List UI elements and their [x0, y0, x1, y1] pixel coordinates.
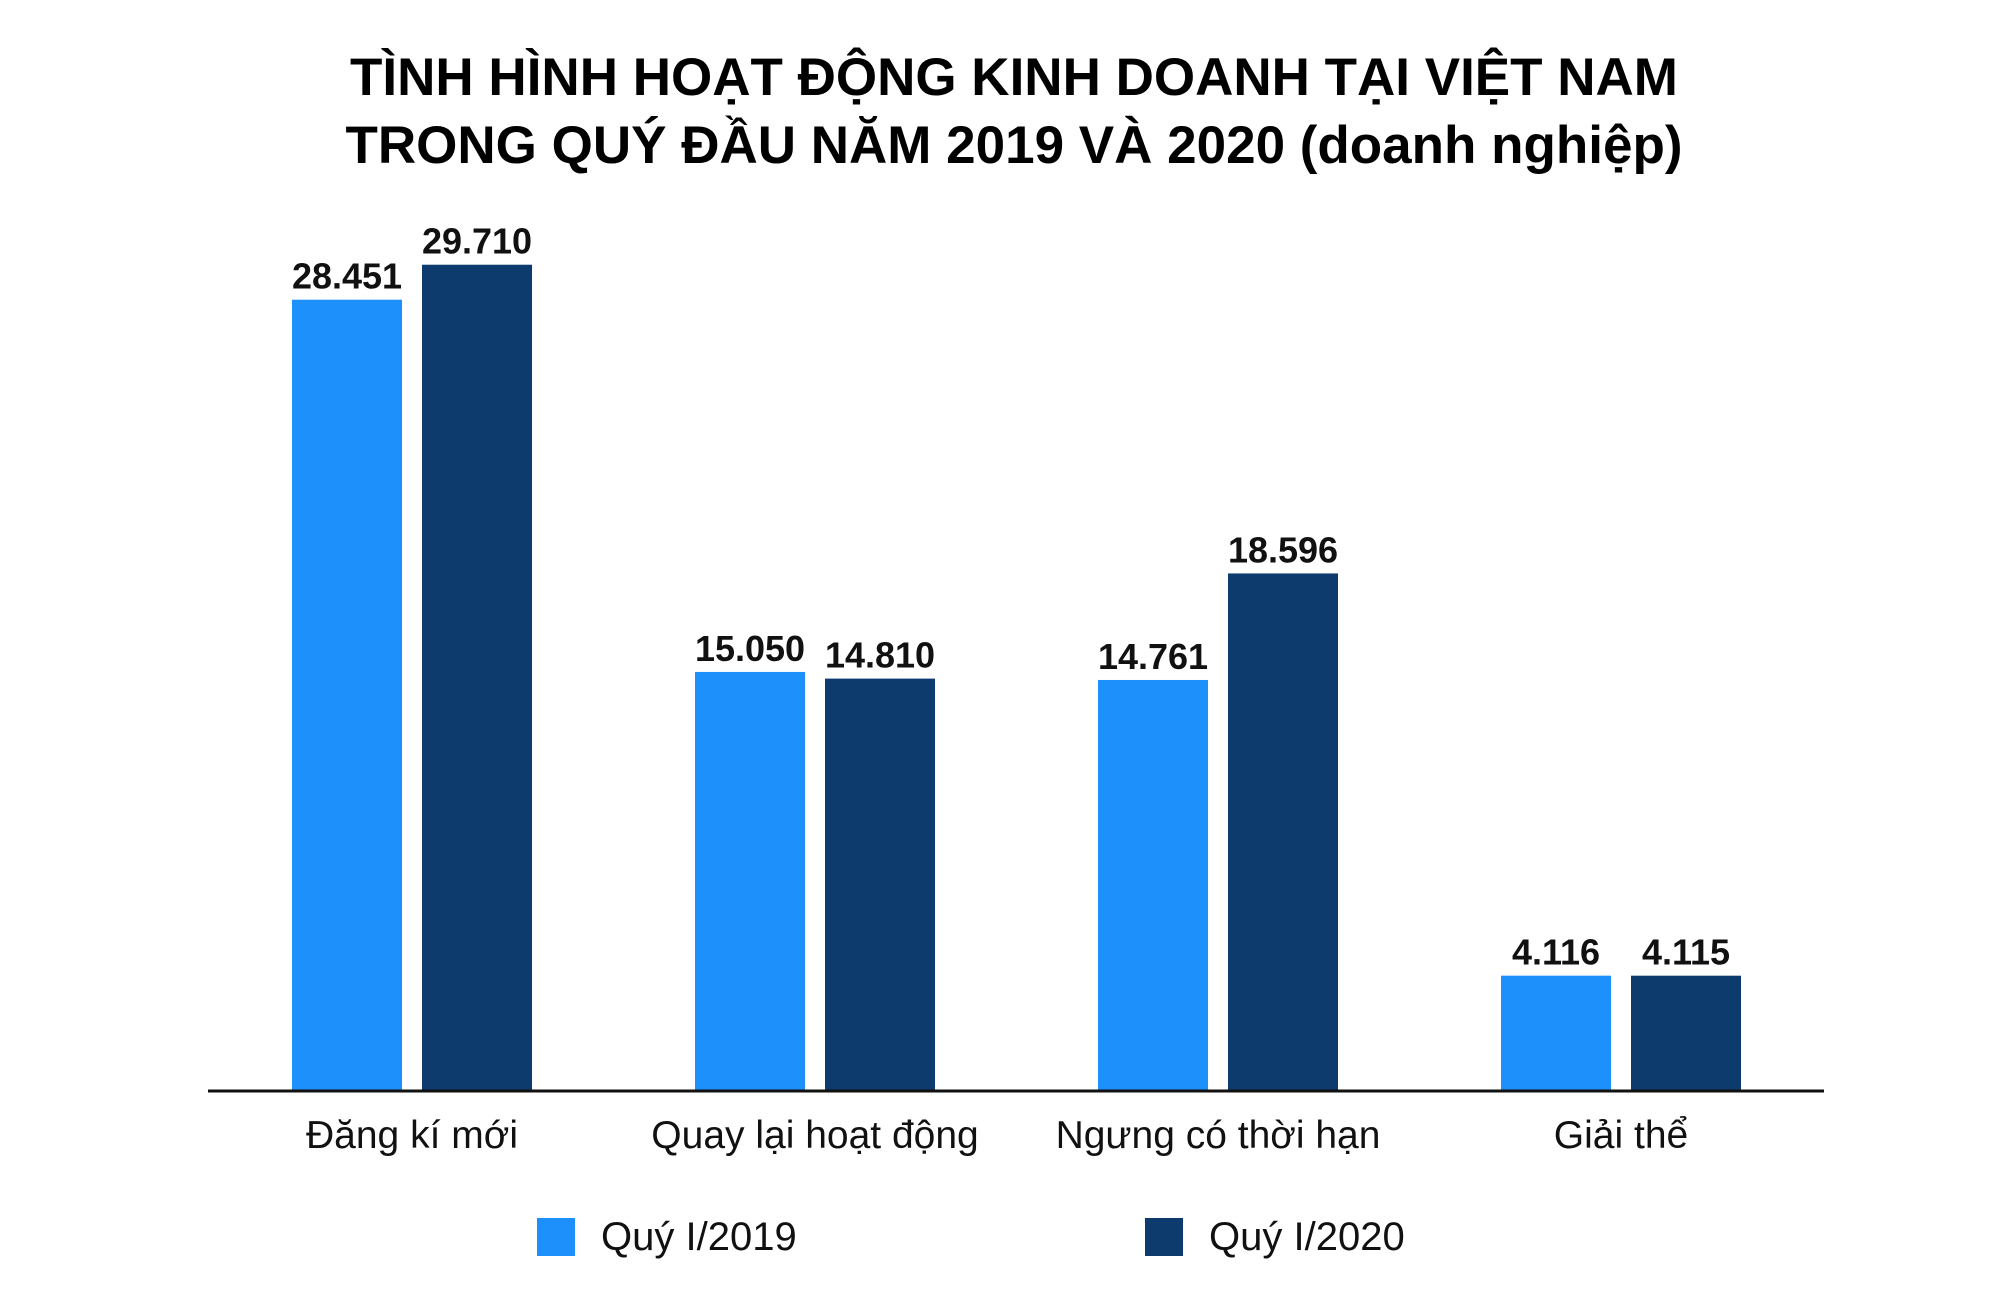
chart-title: TÌNH HÌNH HOẠT ĐỘNG KINH DOANH TẠI VIỆT … [0, 44, 2000, 180]
value-label-dang-ki-moi-quy-i-2019: 28.451 [292, 256, 402, 297]
legend-label-2019: Quý I/2019 [601, 1215, 797, 1259]
bar-dang-ki-moi-quy-i-2019 [292, 299, 402, 1090]
chart-title-line-1: TÌNH HÌNH HOẠT ĐỘNG KINH DOANH TẠI VIỆT … [350, 48, 1678, 107]
category-labels-group: Đăng kí mới Quay lại hoạt động Ngưng có th… [306, 1114, 1688, 1157]
legend-swatch-2020 [1145, 1218, 1183, 1256]
bar-giai-the-quy-i-2019 [1501, 975, 1611, 1090]
bar-quay-lai-hoat-dong-quy-i-2019 [695, 671, 805, 1090]
bar-ngung-co-thoi-han-quy-i-2020 [1228, 573, 1338, 1090]
value-label-giai-the-quy-i-2020: 4.115 [1642, 932, 1730, 973]
bar-ngung-co-thoi-han-quy-i-2019 [1098, 679, 1208, 1090]
value-label-quay-lai-hoat-dong-quy-i-2020: 14.810 [825, 635, 935, 676]
legend: Quý I/2019 Quý I/2020 [0, 1212, 2000, 1272]
legend-swatch-2019 [537, 1218, 575, 1256]
category-label-dang-ki-moi: Đăng kí mới [306, 1114, 518, 1157]
value-label-giai-the-quy-i-2019: 4.116 [1512, 932, 1600, 973]
legend-label-2020: Quý I/2020 [1209, 1215, 1405, 1259]
value-label-ngung-co-thoi-han-quy-i-2020: 18.596 [1228, 529, 1338, 570]
bars-group [292, 264, 1741, 1090]
chart-title-line-2: TRONG QUÝ ĐẦU NĂM 2019 VÀ 2020 (doanh ng… [345, 116, 1683, 175]
value-labels-group: 28.451 29.710 15.050 14.810 14.761 18.596 4.11… [292, 221, 1730, 973]
bar-giai-the-quy-i-2020 [1631, 975, 1741, 1090]
bar-quay-lai-hoat-dong-quy-i-2020 [825, 678, 935, 1090]
legend-item-2020: Quý I/2020 [1145, 1212, 1405, 1262]
category-label-giai-the: Giải thể [1554, 1114, 1688, 1157]
value-label-dang-ki-moi-quy-i-2020: 29.710 [422, 221, 532, 262]
value-label-quay-lai-hoat-dong-quy-i-2019: 15.050 [695, 628, 805, 669]
category-label-ngung-co-thoi-han: Ngưng có thời hạn [1056, 1114, 1381, 1157]
value-label-ngung-co-thoi-han-quy-i-2019: 14.761 [1098, 636, 1208, 677]
category-label-quay-lai-hoat-dong: Quay lại hoạt động [651, 1114, 978, 1157]
legend-item-2019: Quý I/2019 [537, 1212, 797, 1262]
bar-dang-ki-moi-quy-i-2020 [422, 264, 532, 1090]
